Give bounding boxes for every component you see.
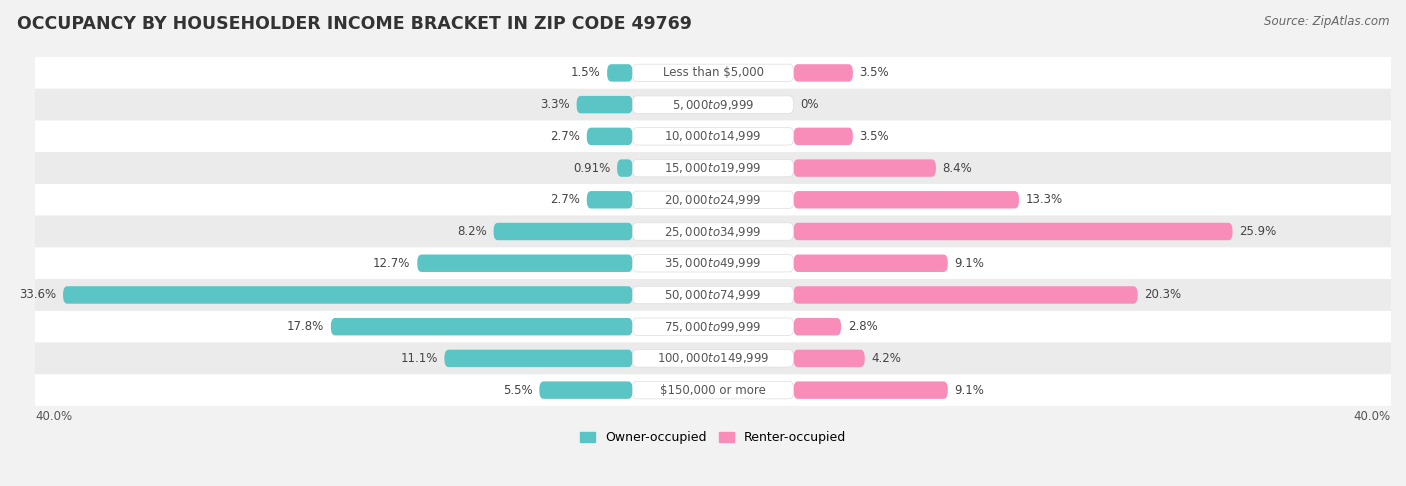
- FancyBboxPatch shape: [1, 184, 1406, 216]
- Text: $25,000 to $34,999: $25,000 to $34,999: [664, 225, 762, 239]
- FancyBboxPatch shape: [540, 382, 633, 399]
- Text: 0%: 0%: [800, 98, 818, 111]
- FancyBboxPatch shape: [633, 286, 793, 304]
- Text: 17.8%: 17.8%: [287, 320, 323, 333]
- Text: 9.1%: 9.1%: [955, 383, 984, 397]
- FancyBboxPatch shape: [793, 128, 853, 145]
- FancyBboxPatch shape: [1, 279, 1406, 311]
- FancyBboxPatch shape: [633, 128, 793, 145]
- Text: 25.9%: 25.9%: [1239, 225, 1277, 238]
- FancyBboxPatch shape: [1, 89, 1406, 121]
- FancyBboxPatch shape: [576, 96, 633, 113]
- FancyBboxPatch shape: [1, 311, 1406, 343]
- FancyBboxPatch shape: [330, 318, 633, 335]
- Text: $150,000 or more: $150,000 or more: [659, 383, 766, 397]
- FancyBboxPatch shape: [633, 96, 793, 113]
- FancyBboxPatch shape: [1, 121, 1406, 152]
- FancyBboxPatch shape: [633, 255, 793, 272]
- Text: Less than $5,000: Less than $5,000: [662, 67, 763, 79]
- FancyBboxPatch shape: [633, 318, 793, 335]
- FancyBboxPatch shape: [633, 64, 793, 82]
- Text: 2.7%: 2.7%: [550, 130, 581, 143]
- Text: $100,000 to $149,999: $100,000 to $149,999: [657, 351, 769, 365]
- FancyBboxPatch shape: [586, 128, 633, 145]
- Legend: Owner-occupied, Renter-occupied: Owner-occupied, Renter-occupied: [575, 426, 851, 449]
- FancyBboxPatch shape: [793, 255, 948, 272]
- Text: $50,000 to $74,999: $50,000 to $74,999: [664, 288, 762, 302]
- FancyBboxPatch shape: [607, 64, 633, 82]
- Text: 8.2%: 8.2%: [457, 225, 486, 238]
- FancyBboxPatch shape: [793, 159, 936, 177]
- Text: 1.5%: 1.5%: [571, 67, 600, 79]
- Text: $15,000 to $19,999: $15,000 to $19,999: [664, 161, 762, 175]
- FancyBboxPatch shape: [633, 350, 793, 367]
- FancyBboxPatch shape: [418, 255, 633, 272]
- FancyBboxPatch shape: [586, 191, 633, 208]
- FancyBboxPatch shape: [1, 343, 1406, 374]
- Text: $35,000 to $49,999: $35,000 to $49,999: [664, 256, 762, 270]
- FancyBboxPatch shape: [1, 152, 1406, 184]
- Text: 3.5%: 3.5%: [859, 130, 889, 143]
- Text: 2.7%: 2.7%: [550, 193, 581, 206]
- FancyBboxPatch shape: [793, 191, 1019, 208]
- Text: $75,000 to $99,999: $75,000 to $99,999: [664, 320, 762, 334]
- Text: 3.5%: 3.5%: [859, 67, 889, 79]
- Text: 13.3%: 13.3%: [1026, 193, 1063, 206]
- FancyBboxPatch shape: [793, 223, 1233, 240]
- Text: 12.7%: 12.7%: [373, 257, 411, 270]
- FancyBboxPatch shape: [1, 216, 1406, 247]
- Text: 11.1%: 11.1%: [401, 352, 437, 365]
- FancyBboxPatch shape: [793, 382, 948, 399]
- FancyBboxPatch shape: [1, 374, 1406, 406]
- FancyBboxPatch shape: [617, 159, 633, 177]
- Text: 3.3%: 3.3%: [540, 98, 569, 111]
- FancyBboxPatch shape: [63, 286, 633, 304]
- FancyBboxPatch shape: [793, 350, 865, 367]
- Text: Source: ZipAtlas.com: Source: ZipAtlas.com: [1264, 15, 1389, 28]
- Text: 5.5%: 5.5%: [503, 383, 533, 397]
- Text: OCCUPANCY BY HOUSEHOLDER INCOME BRACKET IN ZIP CODE 49769: OCCUPANCY BY HOUSEHOLDER INCOME BRACKET …: [17, 15, 692, 33]
- Text: $5,000 to $9,999: $5,000 to $9,999: [672, 98, 754, 112]
- Text: $10,000 to $14,999: $10,000 to $14,999: [664, 129, 762, 143]
- Text: 9.1%: 9.1%: [955, 257, 984, 270]
- FancyBboxPatch shape: [1, 247, 1406, 279]
- FancyBboxPatch shape: [1, 57, 1406, 89]
- Text: 20.3%: 20.3%: [1144, 289, 1181, 301]
- FancyBboxPatch shape: [793, 64, 853, 82]
- FancyBboxPatch shape: [793, 286, 1137, 304]
- FancyBboxPatch shape: [633, 159, 793, 177]
- FancyBboxPatch shape: [633, 382, 793, 399]
- Text: 40.0%: 40.0%: [1354, 410, 1391, 423]
- FancyBboxPatch shape: [633, 191, 793, 208]
- Text: 8.4%: 8.4%: [942, 161, 973, 174]
- Text: 4.2%: 4.2%: [872, 352, 901, 365]
- FancyBboxPatch shape: [494, 223, 633, 240]
- FancyBboxPatch shape: [444, 350, 633, 367]
- Text: 40.0%: 40.0%: [35, 410, 72, 423]
- FancyBboxPatch shape: [793, 318, 841, 335]
- Text: 2.8%: 2.8%: [848, 320, 877, 333]
- Text: 33.6%: 33.6%: [20, 289, 56, 301]
- Text: $20,000 to $24,999: $20,000 to $24,999: [664, 193, 762, 207]
- Text: 0.91%: 0.91%: [574, 161, 610, 174]
- FancyBboxPatch shape: [633, 223, 793, 240]
